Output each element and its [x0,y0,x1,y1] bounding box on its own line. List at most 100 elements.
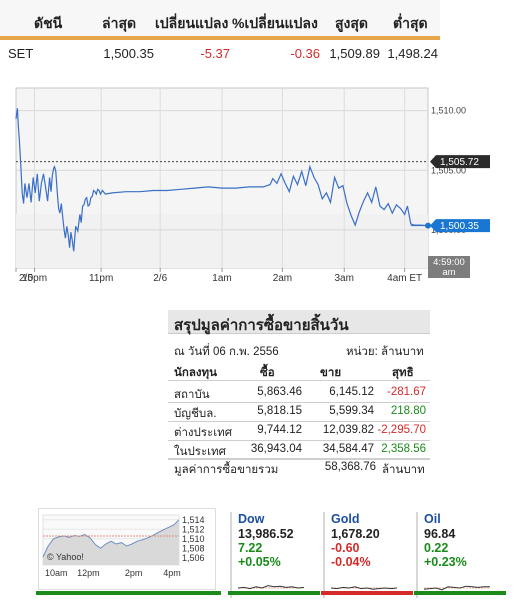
y-tick-label: 1,505.00 [431,165,466,175]
last-price-tag-text: 1,500.35 [440,221,479,232]
summary-sell: 5,599.34 [329,405,374,417]
price-series-line [15,108,429,252]
index-last: 1,500.35 [103,46,154,61]
summary-total-value: 58,368.76 [324,461,376,473]
market-price: 13,986.52 [238,527,294,541]
summary-row-divider [168,440,430,441]
index-table-header: ดัชนี ล่าสุด เปลี่ยนแปลง %เปลี่ยนแปลง สู… [0,0,440,40]
sparkline-line [331,586,397,590]
mini-series-line [42,519,180,558]
summary-divider [168,380,430,381]
summary-row-divider [168,459,430,460]
mini-x-tick-label: 10am [45,568,68,578]
market-sparkline [331,586,397,590]
x-tick-label: 11pm [89,273,113,284]
index-table: ดัชนี ล่าสุด เปลี่ยนแปลง %เปลี่ยนแปลง สู… [0,0,440,66]
market-name[interactable]: Oil [424,512,441,526]
col-change-header: เปลี่ยนแปลง [155,15,229,31]
summary-total-label: มูลค่าการซื้อขายรวม [174,464,279,476]
summary-net: -2,295.70 [377,424,426,436]
col-high-header: สูงสุด [335,15,369,31]
summary-unit: หน่วย: ล้านบาท [346,346,424,358]
mini-y-tick-label: 1,512 [182,524,205,534]
summary-net: 218.80 [390,405,426,417]
market-pct-change: -0.04% [331,555,371,569]
time-tag-text-2: am [442,267,455,278]
mini-y-tick-label: 1,510 [182,534,205,544]
summary-sell: 34,584.47 [322,443,374,455]
yahoo-watermark: © Yahoo! [47,552,84,562]
summary-investor: บัญชีบล. [174,408,217,420]
summary-date: ณ วันที่ 06 ก.พ. 2556 [174,346,279,358]
summary-total-divider [168,458,430,459]
col-investor-header: นักลงทุน [174,367,217,379]
market-tile-dow[interactable]: Dow 13,986.52 7.22 +0.05% [230,512,318,598]
market-name[interactable]: Gold [331,512,360,526]
x-tick-label: 4am ET [387,273,422,284]
x-tick-label: 2/6 [153,273,167,284]
prev-close-tag: 1,505.72 [430,155,490,169]
index-pct-change: -0.36 [290,46,320,61]
market-tile-gold[interactable]: Gold 1,678.20 -0.60 -0.04% [323,512,411,598]
mini-y-tick-label: 1,514 [182,515,205,525]
summary-row: ในประเทศ 36,943.04 34,584.47 2,358.56 [168,441,430,460]
summary-net: -281.67 [386,386,426,398]
mini-y-tick-label: 1,508 [182,543,205,553]
sparkline-line [238,585,304,590]
intraday-chart: 1,510.001,505.001,500.00 2/510pm11pm2/61… [0,80,500,290]
summary-buy: 9,744.12 [257,424,302,436]
index-change: -5.37 [200,46,230,61]
col-pct-change-header: %เปลี่ยนแปลง [232,15,318,31]
mini-x-tick-label: 2pm [125,568,143,578]
col-index-header: ดัชนี [34,15,63,31]
prev-close-tag-text: 1,505.72 [440,157,479,168]
summary-investor: ในประเทศ [174,446,226,458]
index-name[interactable]: SET [8,46,34,61]
time-tag: 4:59:00 am [428,256,470,278]
summary-row: ต่างประเทศ 9,744.12 12,039.82 -2,295.70 [168,422,430,441]
market-change: 7.22 [238,541,263,555]
x-tick-label: 2/5 [19,273,33,284]
market-sparkline [238,585,304,590]
market-name[interactable]: Dow [238,512,265,526]
x-tick-label: 3am [335,273,354,284]
mini-market-chart[interactable]: © Yahoo! 1,514 1,512 1,510 1,508 1,506 10am 1… [38,508,216,590]
summary-buy: 5,818.15 [257,405,302,417]
trading-summary: สรุปมูลค่าการซื้อขายสิ้นวัน ณ วันที่ 06 … [168,310,430,480]
summary-net: 2,358.56 [381,443,426,455]
col-sell-header: ขาย [320,367,342,379]
summary-row: บัญชีบล. 5,818.15 5,599.34 218.80 [168,403,430,422]
market-change: -0.60 [331,541,360,555]
last-price-marker [425,222,431,229]
x-tick-label: 10pm [22,273,47,284]
index-row-set[interactable]: SET 1,500.35 -5.37 -0.36 1,509.89 1,498.… [0,40,440,66]
summary-title: สรุปมูลค่าการซื้อขายสิ้นวัน [168,310,430,334]
market-status-bar [228,591,320,595]
market-price: 1,678.20 [331,527,380,541]
time-tag-text: 4:59:00 [433,257,465,268]
summary-investor: ต่างประเทศ [174,427,233,439]
market-tile-oil[interactable]: Oil 96.84 0.22 +0.23% [416,512,504,598]
summary-buy: 5,863.46 [257,386,302,398]
x-tick-label: 2am [273,273,292,284]
summary-buy: 36,943.04 [250,443,302,455]
market-status-bar [321,591,413,595]
col-net-header: สุทธิ [392,367,414,379]
sparkline-line [424,585,490,591]
market-pct-change: +0.05% [238,555,281,569]
summary-sell: 6,145.12 [329,386,374,398]
intraday-chart-svg: 1,510.001,505.001,500.00 2/510pm11pm2/61… [15,87,490,284]
mini-y-tick-label: 1,506 [182,553,205,563]
summary-row-divider [168,421,430,422]
market-change: 0.22 [424,541,449,555]
mini-x-tick-label: 4pm [163,568,181,578]
summary-row: สถาบัน 5,863.46 6,145.12 -281.67 [168,384,430,403]
market-status-bar [414,591,506,595]
mini-status-bar [36,591,221,595]
summary-sell: 12,039.82 [322,424,374,436]
market-pct-change: +0.23% [424,555,467,569]
summary-row-divider [168,402,430,403]
col-last-header: ล่าสุด [102,15,137,31]
mini-x-tick-label: 12pm [77,568,100,578]
